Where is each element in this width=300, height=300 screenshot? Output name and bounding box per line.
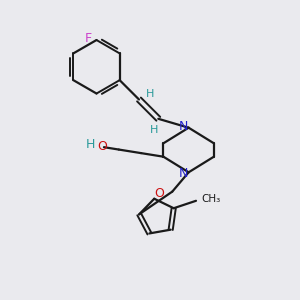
Text: CH₃: CH₃ bbox=[201, 194, 220, 204]
Text: H: H bbox=[150, 125, 158, 135]
Text: F: F bbox=[85, 32, 92, 45]
Text: N: N bbox=[178, 167, 188, 180]
Text: H: H bbox=[146, 89, 154, 99]
Text: N: N bbox=[178, 120, 188, 133]
Text: O: O bbox=[98, 140, 107, 153]
Text: O: O bbox=[154, 187, 164, 200]
Text: H: H bbox=[86, 138, 95, 151]
